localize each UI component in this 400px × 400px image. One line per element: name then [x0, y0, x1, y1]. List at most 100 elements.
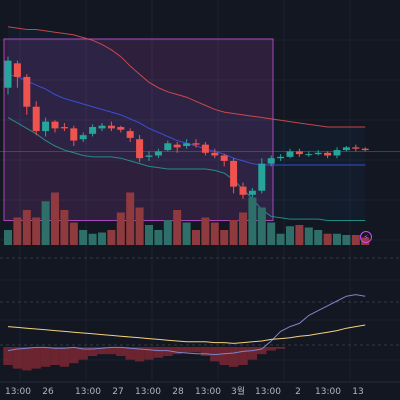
bollinger-lower-line: [7, 117, 366, 222]
candle-body: [154, 151, 162, 156]
x-tick-label: 13:00: [255, 387, 281, 397]
volume-bar: [41, 201, 50, 245]
volume-bar: [163, 220, 172, 245]
candle-body: [258, 163, 266, 191]
volume-bar: [314, 230, 323, 245]
histogram-bar: [50, 347, 60, 365]
histogram-bar: [69, 347, 79, 364]
candle-body: [126, 131, 134, 138]
signal-line: [7, 324, 366, 344]
histogram-bar: [125, 347, 135, 360]
histogram-bar: [257, 347, 267, 355]
histogram-bar: [172, 347, 182, 355]
x-tick-label: 3월: [231, 385, 245, 397]
candle-body: [98, 125, 106, 129]
volume-bar: [60, 210, 69, 245]
bollinger-fill: [8, 26, 366, 221]
x-tick-label: 2: [295, 387, 301, 397]
candle-body: [361, 148, 369, 151]
histogram-bar: [247, 347, 258, 360]
candle-body: [13, 63, 21, 77]
histogram-bar: [87, 347, 98, 356]
x-tick-label: 27: [112, 387, 123, 397]
histogram-bar: [144, 347, 154, 360]
candle-body: [248, 190, 256, 195]
candle-body: [211, 152, 219, 156]
histogram-bar: [238, 347, 248, 365]
volume-bar: [295, 225, 304, 245]
candle-body: [267, 158, 275, 164]
histogram-bar: [3, 347, 13, 365]
candle-body: [42, 121, 50, 132]
volume-bar: [13, 217, 22, 245]
volume-bar: [304, 227, 313, 245]
candle-body: [145, 155, 153, 157]
histogram-bar: [219, 347, 229, 365]
volume-bar: [210, 222, 219, 245]
candle-body: [324, 152, 332, 156]
candle-body: [70, 128, 78, 141]
histogram-bar: [59, 347, 70, 367]
candle-body: [164, 143, 172, 151]
volume-bar: [220, 230, 229, 245]
candle-body: [230, 160, 238, 187]
candle-body: [4, 60, 12, 88]
histogram-bar: [22, 347, 32, 371]
volume-bar: [135, 207, 144, 245]
histogram-bar: [266, 347, 276, 351]
histogram-bar: [163, 347, 173, 356]
candle-body: [32, 106, 40, 132]
volume-bar: [51, 192, 59, 245]
volume-bar: [69, 222, 78, 245]
candle-body: [201, 144, 209, 153]
volume-bar: [154, 230, 163, 245]
volume-bar: [145, 225, 153, 245]
candle-body: [220, 155, 228, 161]
volume-bar: [98, 232, 106, 245]
volume-bar: [173, 210, 182, 245]
volume-bar: [286, 226, 294, 245]
histogram-bar: [78, 347, 88, 360]
selection-rectangle: [3, 38, 274, 222]
candle-body: [305, 154, 313, 156]
candle-body: [183, 143, 191, 146]
x-tick-label: 13: [352, 387, 363, 397]
volume-bar: [107, 230, 116, 245]
x-tick-label: 13:00: [135, 387, 161, 397]
lightning-icon[interactable]: ⚡: [360, 231, 372, 243]
candle-body: [117, 127, 125, 130]
volume-bar: [229, 220, 238, 245]
x-tick-label: 13:00: [195, 387, 221, 397]
volume-bar: [32, 217, 41, 245]
histogram-bar: [31, 347, 41, 369]
histogram-bar: [191, 347, 201, 353]
candle-body: [192, 143, 200, 145]
candle-body: [107, 125, 115, 129]
volume-bar: [342, 235, 351, 245]
candle-body: [295, 151, 303, 155]
volume-bar: [248, 197, 257, 245]
histogram-bar: [153, 347, 164, 358]
volume-bar: [4, 230, 12, 245]
volume-bar: [126, 192, 135, 245]
oscillator-line: [7, 294, 366, 356]
volume-bar: [201, 217, 210, 245]
candle-body: [333, 150, 341, 156]
candle-body: [173, 144, 181, 148]
histogram-bar: [97, 347, 107, 355]
candle-body: [60, 127, 68, 129]
histogram-bar: [228, 347, 239, 367]
candle-body: [89, 127, 97, 134]
volume-bar: [79, 230, 88, 245]
candle-body: [239, 186, 247, 195]
histogram-bar: [106, 347, 117, 355]
candle-body: [51, 121, 59, 129]
candle-body: [79, 135, 87, 140]
volume-bar: [22, 210, 31, 245]
volume-bar: [267, 222, 276, 245]
volume-bar: [116, 212, 125, 245]
volume-bar: [239, 212, 247, 245]
x-tick-label: 26: [42, 387, 54, 397]
